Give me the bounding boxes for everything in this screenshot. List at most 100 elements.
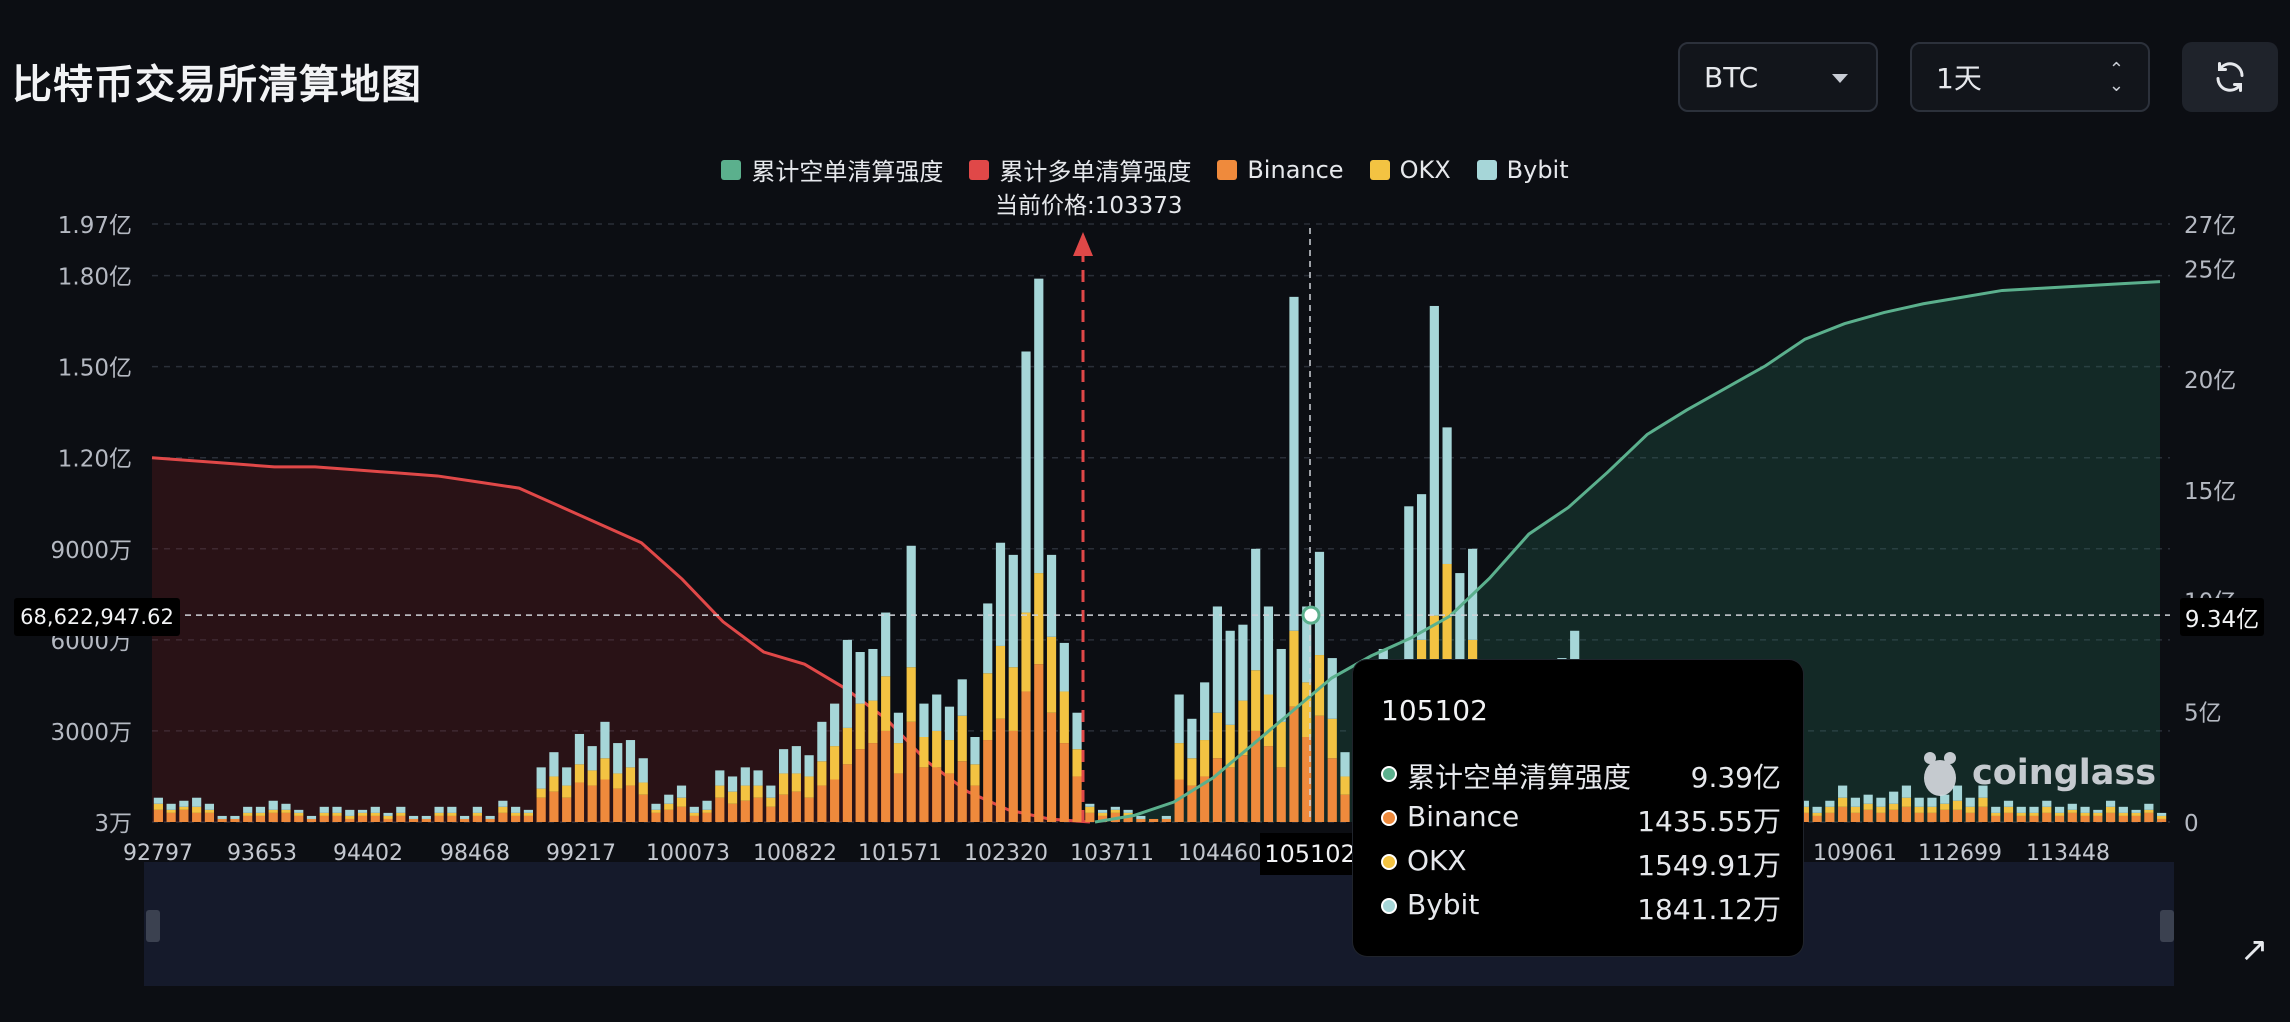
- bar-bybit: [1008, 554, 1018, 668]
- bar-binance: [1072, 776, 1082, 822]
- bar-binance: [166, 812, 176, 822]
- bar-okx: [676, 797, 687, 807]
- bar-bybit: [1021, 351, 1031, 613]
- bar-bybit: [1442, 427, 1452, 564]
- bar-binance: [1302, 737, 1312, 822]
- bar-bybit: [830, 703, 840, 747]
- bar-bybit: [549, 752, 559, 777]
- bar-bybit: [243, 806, 253, 813]
- expand-arrow-icon[interactable]: ↗: [2240, 930, 2269, 970]
- y-left-tick-label: 3000万: [50, 720, 132, 746]
- bar-binance: [1263, 746, 1274, 822]
- bar-binance: [2029, 815, 2039, 822]
- bar-bybit: [1200, 682, 1210, 741]
- bar-bybit: [294, 809, 304, 813]
- range-navigator[interactable]: [144, 862, 2174, 986]
- bar-bybit: [357, 809, 368, 813]
- bar-bybit: [166, 803, 176, 810]
- bar-okx: [651, 809, 661, 813]
- bar-bybit: [1314, 551, 1325, 656]
- bar-okx: [664, 803, 674, 810]
- legend-swatch: [721, 159, 742, 180]
- bar-binance: [791, 791, 801, 822]
- x-tick-label: 94402: [333, 841, 403, 866]
- bar-bybit: [192, 797, 202, 807]
- bar-okx: [842, 727, 852, 765]
- bar-bybit: [957, 679, 967, 716]
- bar-binance: [957, 761, 967, 822]
- bar-okx: [830, 746, 840, 780]
- bar-bybit: [970, 737, 980, 765]
- tooltip-dot: [1381, 854, 1397, 870]
- legend-item-bybit[interactable]: Bybit: [1476, 152, 1569, 187]
- navigator-right-handle[interactable]: [2160, 910, 2174, 942]
- bar-bybit: [855, 652, 865, 704]
- bar-binance: [587, 785, 597, 822]
- legend-swatch: [1217, 159, 1238, 180]
- bar-bybit: [817, 721, 827, 762]
- bar-binance: [932, 767, 942, 822]
- x-tick-label: 109061: [1813, 841, 1897, 866]
- tooltip-value: 1841.12万: [1637, 893, 1781, 926]
- refresh-button[interactable]: [2182, 42, 2278, 112]
- bar-binance: [421, 818, 431, 822]
- range-select[interactable]: 1天 ⌃ ⌄: [1910, 42, 2150, 112]
- bar-bybit: [447, 806, 457, 813]
- bar-okx: [1327, 718, 1337, 759]
- bar-binance: [306, 818, 317, 822]
- bar-binance: [944, 773, 955, 822]
- page-title: 比特币交易所清算地图: [12, 62, 422, 108]
- bar-okx: [1340, 776, 1350, 795]
- bar-binance: [383, 818, 393, 822]
- bar-binance: [1008, 730, 1018, 822]
- bar-okx: [791, 773, 801, 792]
- bar-bybit: [1404, 506, 1414, 674]
- bar-binance: [460, 818, 470, 822]
- bar-binance: [1940, 809, 1950, 822]
- bar-bybit: [919, 703, 929, 738]
- x-tick-label: 112699: [1918, 841, 2002, 866]
- y-left-tick-label: 1.97亿: [58, 213, 132, 239]
- bar-binance: [600, 779, 610, 822]
- bar-bybit: [574, 733, 585, 765]
- bar-okx: [281, 809, 291, 813]
- bar-okx: [1097, 812, 1108, 816]
- bar-bybit: [1161, 815, 1171, 819]
- bar-bybit: [1289, 296, 1299, 631]
- legend-item-okx[interactable]: OKX: [1369, 152, 1451, 187]
- bar-okx: [1991, 812, 2001, 816]
- bar-okx: [2080, 812, 2090, 816]
- bar-binance: [2144, 812, 2154, 822]
- bar-binance: [434, 815, 444, 822]
- legend-item-short[interactable]: 累计空单清算强度: [721, 152, 943, 187]
- bar-okx: [255, 812, 266, 816]
- bar-okx: [574, 764, 585, 783]
- bar-okx: [1072, 749, 1082, 777]
- bar-binance: [1876, 812, 1886, 822]
- bar-okx: [1238, 700, 1248, 756]
- bar-okx: [1187, 758, 1197, 786]
- bar-bybit: [408, 815, 419, 819]
- bar-binance: [192, 812, 202, 822]
- bar-binance: [2067, 812, 2077, 822]
- bar-binance: [1799, 812, 1809, 822]
- navigator-left-handle[interactable]: [146, 910, 160, 942]
- bar-okx: [1123, 812, 1133, 816]
- bar-binance: [2054, 815, 2065, 822]
- bar-bybit: [1799, 800, 1809, 807]
- bar-okx: [868, 700, 878, 744]
- bar-binance: [1289, 706, 1299, 822]
- symbol-select[interactable]: BTC: [1678, 42, 1878, 112]
- bar-bybit: [664, 794, 674, 804]
- bar-binance: [817, 785, 827, 822]
- bar-bybit: [396, 806, 406, 813]
- legend-item-binance[interactable]: Binance: [1217, 152, 1344, 187]
- bar-okx: [1850, 806, 1860, 813]
- bar-bybit: [1238, 624, 1248, 701]
- tooltip-row: Binance 1435.55万: [1381, 800, 1781, 840]
- legend-item-long[interactable]: 累计多单清算强度: [969, 152, 1191, 187]
- x-tick-label: 93653: [227, 841, 297, 866]
- bar-binance: [1314, 715, 1325, 822]
- bar-bybit: [498, 800, 508, 807]
- bar-bybit: [460, 815, 470, 819]
